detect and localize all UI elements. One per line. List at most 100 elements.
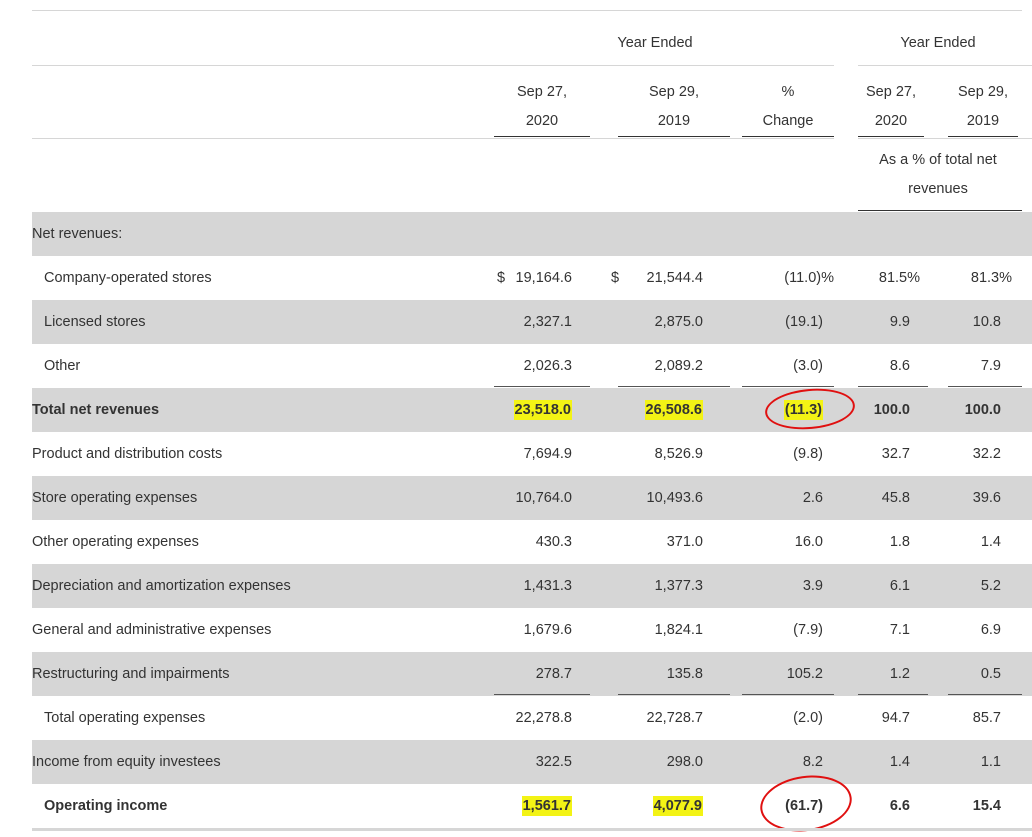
col-underline-5 (948, 136, 1018, 137)
table-row-product-distribution: Product and distribution costs 7,694.9 8… (32, 432, 1032, 476)
pct-of-rev-2019: 39.6 (972, 490, 1001, 506)
table-row-depreciation: Depreciation and amortization expenses 1… (32, 564, 1032, 608)
pct-of-rev-2019: 0.5 (980, 666, 1001, 682)
pct-change: 105.2 (786, 666, 823, 682)
row-label: Other operating expenses (32, 534, 199, 550)
row-label: Store operating expenses (32, 490, 198, 506)
value-2019: 298.0 (666, 754, 703, 770)
highlight: 26,508.6 (644, 400, 703, 420)
value-2020: 10,764.0 (515, 490, 572, 506)
table-row-store-operating: Store operating expenses 10,764.0 10,493… (32, 476, 1032, 520)
highlight: 1,561.7 (521, 796, 572, 816)
header-rule-1b (858, 65, 1032, 66)
row-label: Other (44, 358, 81, 374)
pct-of-rev-2019: 85.7 (972, 710, 1001, 726)
value-2019: 2,089.2 (654, 358, 703, 374)
table-row-net-revenues: Net revenues: (32, 212, 1032, 256)
pct-of-rev-2020: 32.7 (881, 446, 910, 462)
dollar-sign: $ (611, 270, 620, 286)
value-2020: 7,694.9 (523, 446, 572, 462)
row-label: Product and distribution costs (32, 446, 223, 462)
table-row-company-operated: Company-operated stores $ 19,164.6 $ 21,… (32, 256, 1032, 300)
value-2020: 1,431.3 (523, 578, 572, 594)
table-row-licensed: Licensed stores 2,327.1 2,875.0 (19.1) 9… (32, 300, 1032, 344)
value-2020: 322.5 (535, 754, 572, 770)
bottom-rule (32, 828, 1032, 831)
subtotal-rule-b5 (948, 694, 1022, 695)
value-2019: 22,728.7 (646, 710, 703, 726)
subtotal-rule-b4 (858, 694, 928, 695)
value-2020: 23,518.0 (498, 388, 572, 432)
row-label: General and administrative expenses (32, 622, 272, 638)
pct-of-revenues-label: As a % of total net revenues (879, 152, 997, 197)
table-row-operating-income: Operating income 1,561.7 4,077.9 (61.7) … (32, 784, 1032, 828)
row-label: Operating income (44, 798, 168, 814)
subtotal-rule-5 (948, 386, 1022, 387)
row-label: Depreciation and amortization expenses (32, 578, 291, 594)
value-2019: 10,493.6 (646, 490, 703, 506)
header-rule-2 (32, 138, 834, 139)
pct-change: (9.8) (793, 446, 823, 462)
value-2019: 26,508.6 (628, 388, 703, 432)
year-ended-header-right: Year Ended (900, 35, 976, 51)
pct-of-rev-2019: 7.9 (980, 358, 1001, 374)
subtotal-rule-4 (858, 386, 928, 387)
pct-of-rev-2020: 6.6 (889, 798, 910, 814)
pct-change: (7.9) (793, 622, 823, 638)
pct-of-rev-2019: 6.9 (980, 622, 1001, 638)
col-underline-4 (858, 136, 924, 137)
value-2019: 2,875.0 (654, 314, 703, 330)
pct-of-rev-2019: 32.2 (972, 446, 1001, 462)
pct-of-rev-2020: 6.1 (889, 578, 910, 594)
value-2019: 135.8 (666, 666, 703, 682)
pct-of-rev-2020: 9.9 (889, 314, 910, 330)
pct-label-underline (858, 210, 1022, 211)
pct-of-rev-2020: 100.0 (873, 402, 910, 418)
pct-change: (19.1) (785, 314, 823, 330)
row-label: Licensed stores (44, 314, 146, 330)
value-2020: 2,026.3 (523, 358, 572, 374)
value-2019: 4,077.9 (628, 784, 703, 828)
pct-of-rev-2020: 8.6 (889, 358, 910, 374)
row-label: Total operating expenses (44, 710, 206, 726)
col-header-pct-change: % Change (762, 84, 814, 129)
pct-of-rev-2019: 15.4 (972, 798, 1001, 814)
pct-of-rev-2020: 7.1 (889, 622, 910, 638)
table-row-restructuring: Restructuring and impairments 278.7 135.… (32, 652, 1032, 696)
row-label: Restructuring and impairments (32, 666, 230, 682)
table-row-other-operating: Other operating expenses 430.3 371.0 16.… (32, 520, 1032, 564)
col-header-pct-2020: Sep 27, 2020 (866, 84, 916, 129)
col-underline-3 (742, 136, 834, 137)
pct-of-rev-2019: 81.3% (970, 270, 1012, 286)
subtotal-rule-1 (494, 386, 590, 387)
row-label: Net revenues: (32, 226, 123, 242)
highlight: 4,077.9 (652, 796, 703, 816)
subtotal-rule-b2 (618, 694, 730, 695)
pct-of-rev-2020: 81.5% (878, 270, 920, 286)
value-2020: 2,327.1 (523, 314, 572, 330)
pct-change: (3.0) (793, 358, 823, 374)
value-2020: 1,679.6 (523, 622, 572, 638)
year-ended-header-left: Year Ended (617, 35, 693, 51)
pct-change: 16.0 (794, 534, 823, 550)
value-2019: 1,824.1 (654, 622, 703, 638)
pct-of-rev-2020: 1.8 (889, 534, 910, 550)
pct-of-rev-2020: 1.4 (889, 754, 910, 770)
pct-of-rev-2019: 10.8 (972, 314, 1001, 330)
value-2020: 430.3 (535, 534, 572, 550)
top-rule (32, 10, 1022, 11)
col-underline-1 (494, 136, 590, 137)
value-2019: 371.0 (666, 534, 703, 550)
pct-change: 2.6 (802, 490, 823, 506)
subtotal-rule-3 (742, 386, 834, 387)
row-label: Total net revenues (32, 402, 160, 418)
pct-of-rev-2019: 5.2 (980, 578, 1001, 594)
value-2020: 1,561.7 (498, 784, 572, 828)
table-row-total-operating-expenses: Total operating expenses 22,278.8 22,728… (32, 696, 1032, 740)
header-rule-1 (32, 65, 834, 66)
value-2019: 21,544.4 (646, 270, 703, 286)
row-label: Company-operated stores (44, 270, 212, 286)
value-2020: 19,164.6 (515, 270, 572, 286)
table-row-total-net-revenues: Total net revenues 23,518.0 26,508.6 (11… (32, 388, 1032, 432)
col-header-sep27-2020: Sep 27, 2020 (517, 84, 567, 129)
